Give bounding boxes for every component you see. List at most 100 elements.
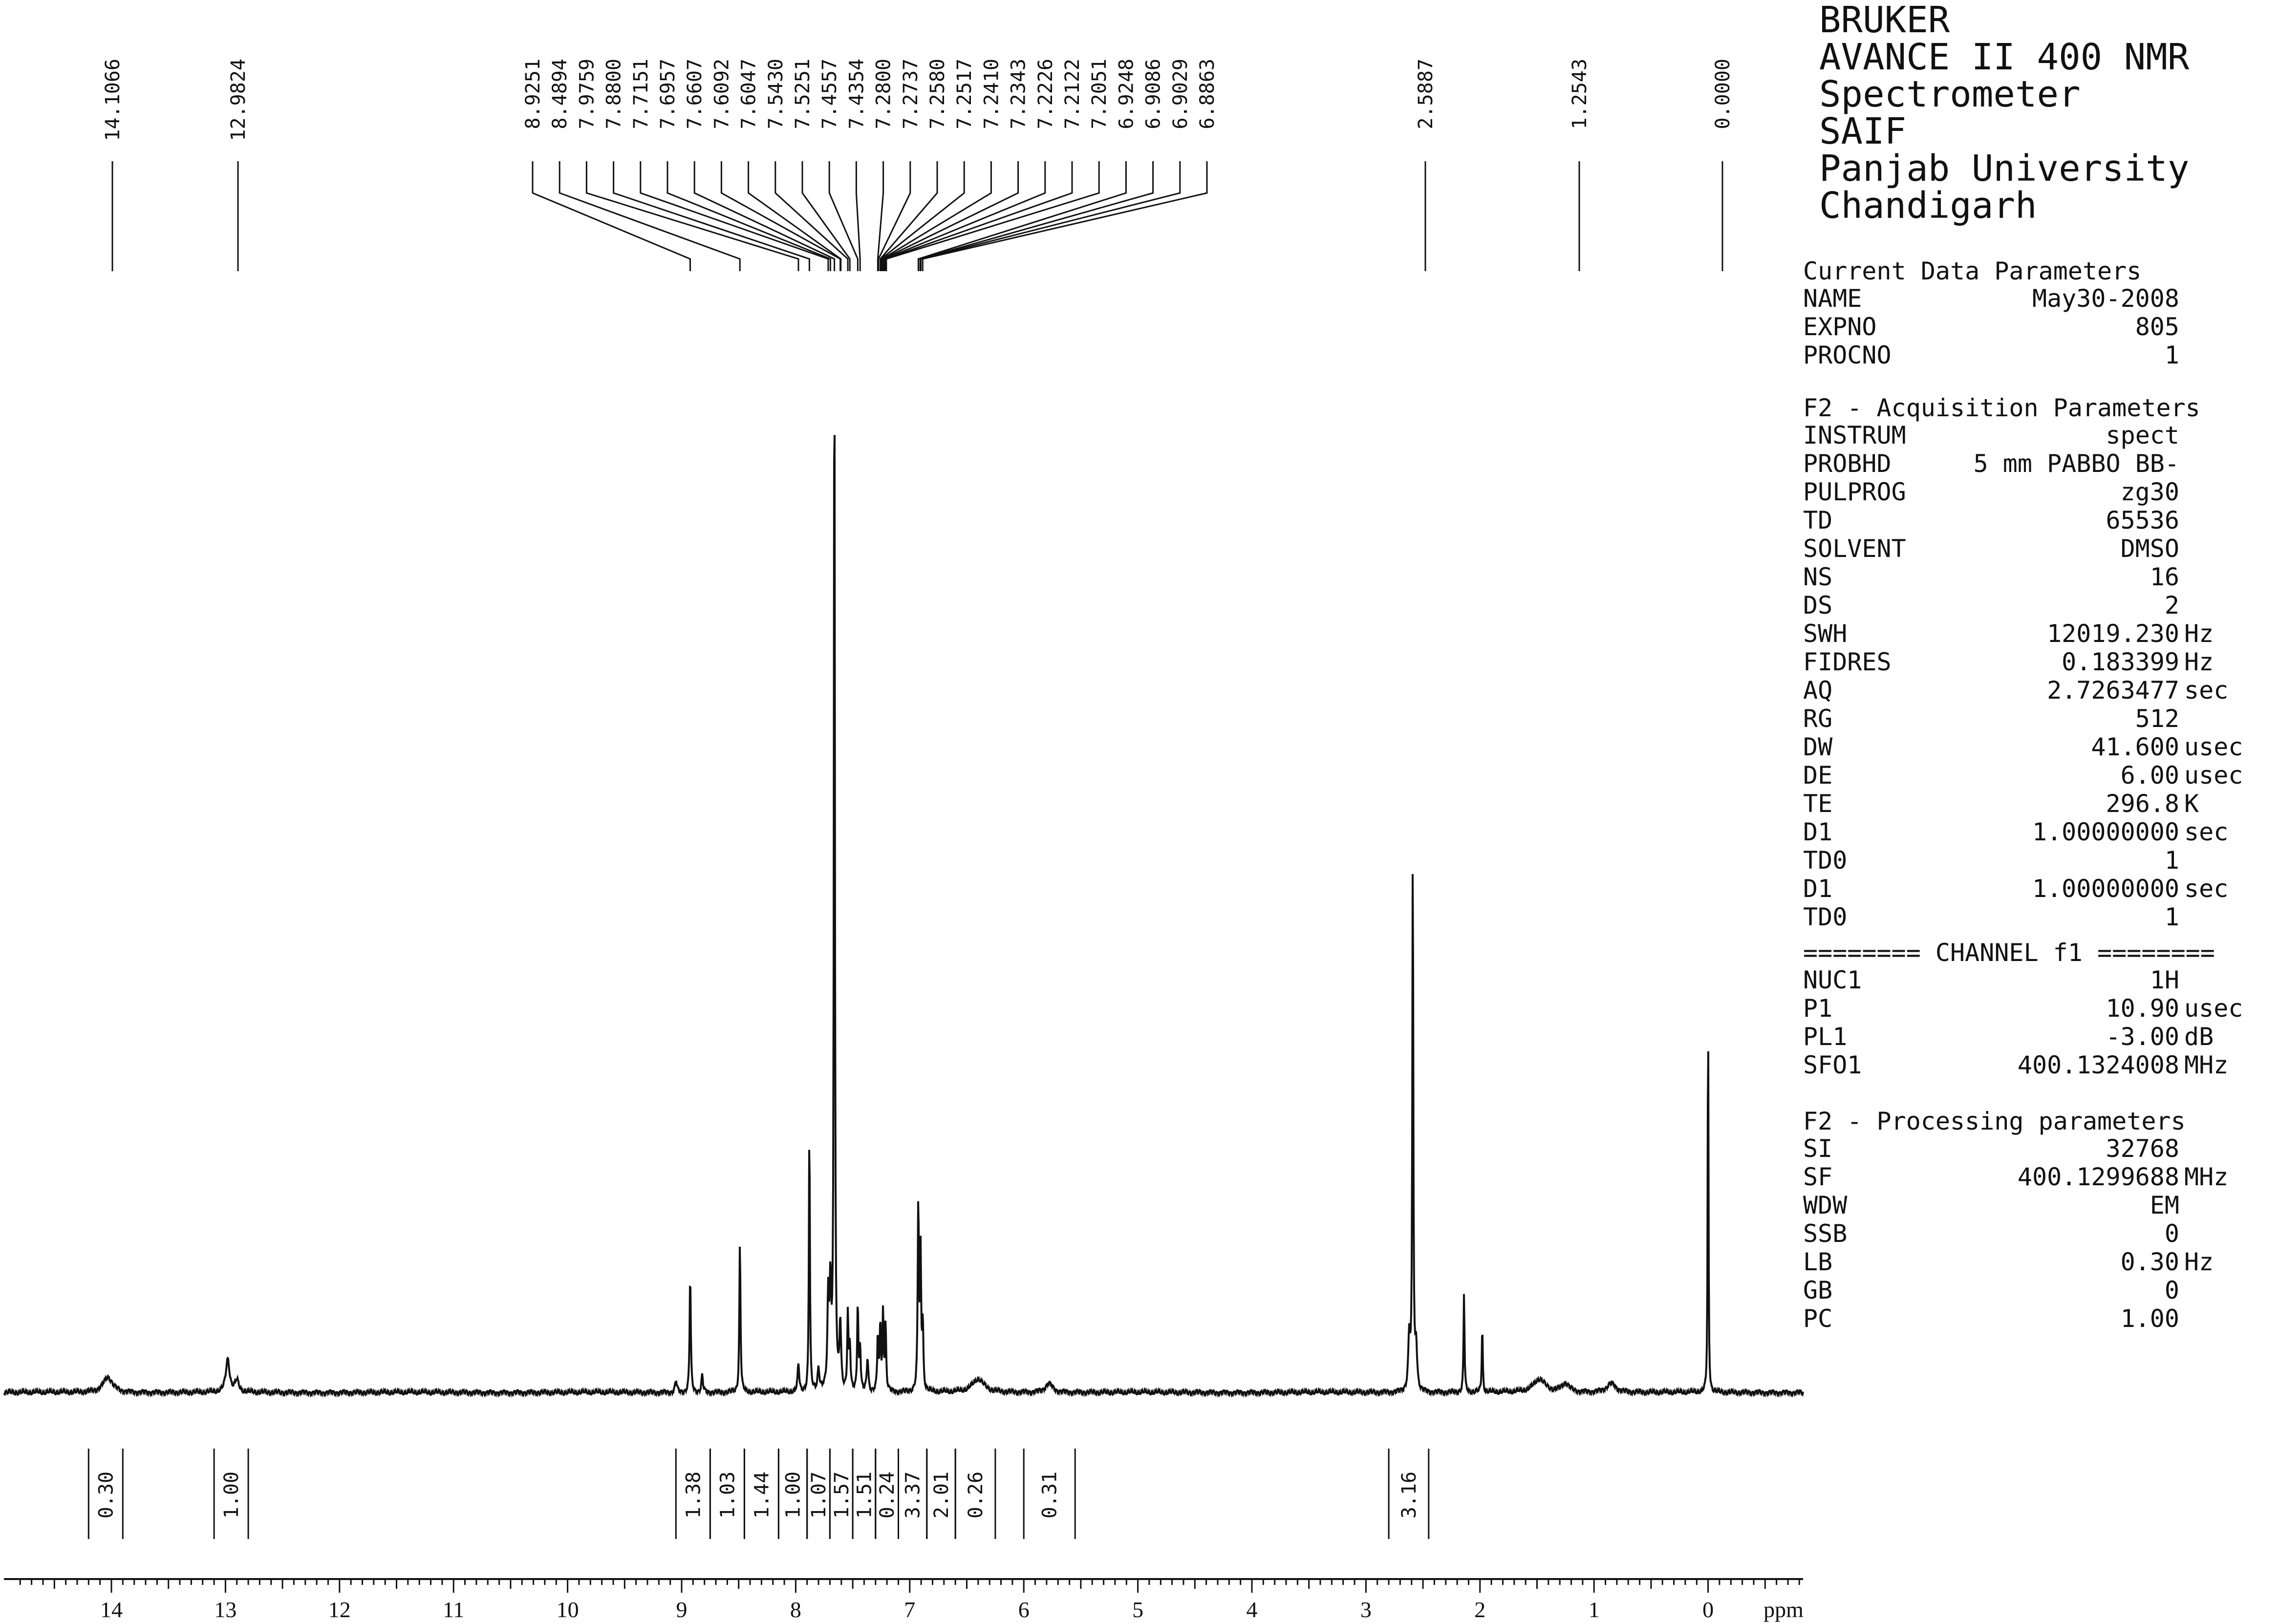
parameter-key: DE	[1803, 761, 1833, 790]
parameter-key: NS	[1803, 563, 1833, 591]
peak-leader-line	[922, 161, 1208, 271]
integral-value: 0.30	[95, 1472, 117, 1518]
parameter-key: SI	[1803, 1134, 1833, 1163]
parameter-key: RG	[1803, 705, 1833, 733]
section-title: F2 - Processing parameters	[1803, 1107, 2186, 1135]
parameter-unit: usec	[2184, 733, 2243, 761]
integral-value: 0.31	[1039, 1472, 1061, 1518]
peak-label: 7.7151	[630, 59, 652, 129]
header-line: Chandigarh	[1819, 185, 2037, 227]
parameter-value: 2	[2164, 591, 2179, 620]
parameter-key: NAME	[1803, 284, 1862, 313]
parameter-row: PROBHD 5 mm PABBO BB-	[1803, 449, 2272, 478]
x-tick-label: 8	[790, 1597, 801, 1622]
header-line: SAIF	[1819, 110, 1907, 152]
integral-group: 0.30 1.00 1.38 1.03 1.44 1.00 1.07 1.57 1.51 0.24…	[87, 1449, 1430, 1539]
x-tick-label: 11	[443, 1597, 464, 1622]
integral-value: 1.57	[831, 1472, 853, 1518]
parameter-value: 6.00	[2120, 761, 2179, 790]
parameter-row: DW 41.600 usec	[1803, 733, 2272, 761]
parameter-key: SWH	[1803, 620, 1848, 648]
peak-leader-line	[920, 161, 1181, 271]
x-tick-label: 14	[100, 1597, 123, 1622]
parameter-row: EXPNO 805	[1803, 313, 2272, 341]
header-line: BRUKER	[1819, 0, 1950, 41]
parameter-key: FIDRES	[1803, 648, 1892, 676]
parameter-row: TE 296.8 K	[1803, 790, 2272, 818]
parameter-row: SWH 12019.230 Hz	[1803, 620, 2272, 648]
parameter-key: NUC1	[1803, 966, 1862, 994]
parameter-value: 805	[2135, 313, 2179, 341]
integral-value: 1.44	[751, 1472, 773, 1518]
parameter-key: TD0	[1803, 846, 1848, 875]
parameter-row: PC 1.00	[1803, 1304, 2272, 1333]
peak-leader-line	[801, 161, 851, 271]
x-tick-label: 3	[1360, 1597, 1372, 1622]
parameter-row: DE 6.00 usec	[1803, 761, 2272, 790]
parameter-key: GB	[1803, 1276, 1833, 1304]
peak-label: 7.2051	[1088, 59, 1111, 129]
parameter-key: LB	[1803, 1248, 1833, 1276]
peak-leader-line	[880, 161, 965, 271]
parameter-row: INSTRUM spect	[1803, 421, 2272, 449]
parameter-key: AQ	[1803, 676, 1833, 705]
peak-label: 2.5887	[1415, 59, 1437, 129]
peak-label: 1.2543	[1569, 59, 1591, 129]
parameter-value: 400.1324008	[2017, 1051, 2179, 1079]
parameter-value: 12019.230	[2047, 620, 2179, 648]
integral-value: 3.37	[902, 1472, 924, 1518]
peak-leader-line	[883, 161, 1046, 271]
parameter-value: 32768	[2106, 1134, 2179, 1163]
header-line: Panjab University	[1819, 148, 2190, 190]
parameter-key: WDW	[1803, 1191, 1848, 1219]
peak-label: 6.9029	[1169, 59, 1192, 129]
peak-label: 7.6092	[710, 59, 733, 129]
parameter-value: zg30	[2120, 478, 2179, 506]
peak-label: 7.2122	[1061, 59, 1084, 129]
peak-label: 6.8863	[1196, 59, 1219, 129]
parameter-row: FIDRES 0.183399 Hz	[1803, 648, 2272, 676]
parameter-value: spect	[2106, 421, 2179, 449]
peak-leader-line	[882, 161, 1019, 271]
parameter-value: May30-2008	[2032, 284, 2179, 313]
parameter-unit: Hz	[2184, 620, 2214, 648]
parameter-key: SOLVENT	[1803, 534, 1906, 563]
peak-label: 0.0000	[1712, 59, 1734, 129]
peak-label-group: 14.1066 12.9824 8.9251 8.4894 7.9759 7.8800 7.…	[102, 59, 1734, 141]
peak-leader-line	[878, 161, 911, 271]
parameter-value: 1.00000000	[2032, 818, 2179, 846]
peak-leader-line	[613, 161, 810, 271]
parameter-row: RG 512	[1803, 705, 2272, 733]
x-tick-label: 9	[676, 1597, 688, 1622]
x-axis-ticks: 14 13 12 11 10 9 8 7 6 5 4 3 2 1 0	[19, 1579, 1800, 1622]
parameter-unit: MHz	[2184, 1163, 2229, 1191]
parameter-row: PL1 -3.00 dB	[1803, 1023, 2272, 1051]
parameter-unit: usec	[2184, 761, 2243, 790]
x-axis-title: ppm	[1763, 1597, 1804, 1622]
parameter-value: 512	[2135, 705, 2179, 733]
parameter-key: TE	[1803, 790, 1833, 818]
parameter-unit: sec	[2184, 818, 2229, 846]
parameter-key: PL1	[1803, 1023, 1848, 1051]
parameter-key: DS	[1803, 591, 1833, 620]
parameter-row: D1 1.00000000 sec	[1803, 875, 2272, 903]
parameter-row: TD0 1	[1803, 846, 2272, 875]
section-title: ======== CHANNEL f1 ========	[1803, 939, 2215, 967]
header-line: Spectrometer	[1819, 73, 2081, 115]
peak-label: 12.9824	[227, 59, 250, 141]
peak-leader-line	[855, 161, 861, 271]
peak-leader-line	[585, 161, 799, 271]
parameter-value: -3.00	[2106, 1023, 2179, 1051]
integral-bracket	[213, 1449, 249, 1539]
parameter-key: TD	[1803, 506, 1833, 534]
x-tick-label: 0	[1702, 1597, 1714, 1622]
parameter-row: TD0 1	[1803, 903, 2272, 931]
parameter-value: 0	[2164, 1276, 2179, 1304]
peak-label: 6.9248	[1115, 59, 1138, 129]
parameter-value: 41.600	[2091, 733, 2179, 761]
peak-leader-line	[885, 161, 1100, 271]
parameter-key: INSTRUM	[1803, 421, 1906, 449]
parameter-row: SFO1 400.1324008 MHz	[1803, 1051, 2272, 1079]
integral-bracket	[1388, 1449, 1430, 1539]
peak-label: 7.5251	[792, 59, 814, 129]
